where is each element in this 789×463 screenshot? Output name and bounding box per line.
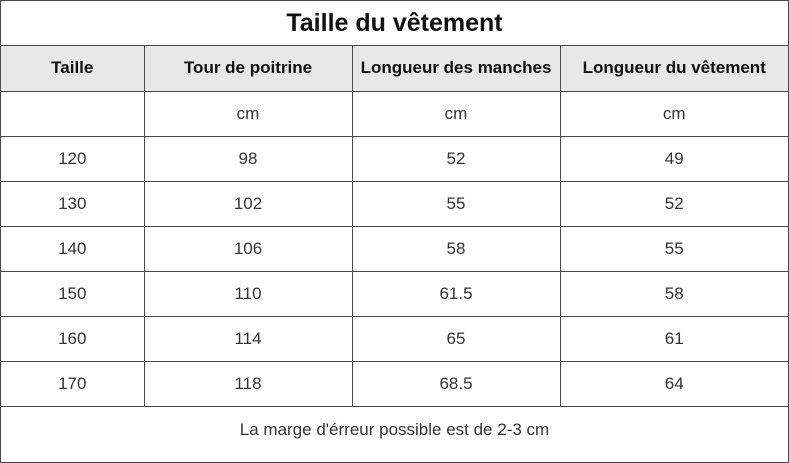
table-cell: 61 [560, 316, 788, 362]
table-cell: 118 [144, 361, 353, 407]
table-row: 140 106 58 55 [1, 226, 788, 272]
table-cell: 110 [144, 271, 353, 317]
table-cell: 52 [352, 136, 561, 182]
table-cell: 106 [144, 226, 353, 272]
table-cell: 102 [144, 181, 353, 227]
table-cell: 98 [144, 136, 353, 182]
tolerance-note: La marge d'érreur possible est de 2-3 cm [239, 419, 550, 439]
header-chest: Tour de poitrine [144, 46, 353, 92]
header-size: Taille [1, 46, 145, 92]
table-row: 120 98 52 49 [1, 136, 788, 182]
header-row: Taille Tour de poitrine Longueur des man… [1, 46, 788, 92]
table-cell: 55 [560, 226, 788, 272]
table-cell: 61.5 [352, 271, 561, 317]
table-cell: 58 [352, 226, 561, 272]
unit-cell: cm [352, 91, 561, 137]
units-row: cm cm cm [1, 91, 788, 137]
table-cell: 55 [352, 181, 561, 227]
table-row: 150 110 61.5 58 [1, 271, 788, 317]
table-cell: 160 [1, 316, 145, 362]
table-cell: 170 [1, 361, 145, 407]
table-row: 160 114 65 61 [1, 316, 788, 362]
unit-cell: cm [144, 91, 353, 137]
table-cell: 65 [352, 316, 561, 362]
table-cell: 150 [1, 271, 145, 317]
table-cell: 58 [560, 271, 788, 317]
table-cell: 120 [1, 136, 145, 182]
table-row: 170 118 68.5 64 [1, 361, 788, 407]
header-sleeve-length: Longueur des manches [352, 46, 561, 92]
size-table: Taille Tour de poitrine Longueur des man… [1, 46, 788, 407]
table-cell: 64 [560, 361, 788, 407]
table-cell: 68.5 [352, 361, 561, 407]
table-cell: 52 [560, 181, 788, 227]
table-cell: 49 [560, 136, 788, 182]
table-cell: 130 [1, 181, 145, 227]
table-cell: 140 [1, 226, 145, 272]
table-cell: 114 [144, 316, 353, 362]
unit-cell [1, 91, 145, 137]
unit-cell: cm [560, 91, 788, 137]
chart-title: Taille du vêtement [1, 1, 788, 46]
header-garment-length: Longueur du vêtement [560, 46, 788, 92]
table-row: 130 102 55 52 [1, 181, 788, 227]
